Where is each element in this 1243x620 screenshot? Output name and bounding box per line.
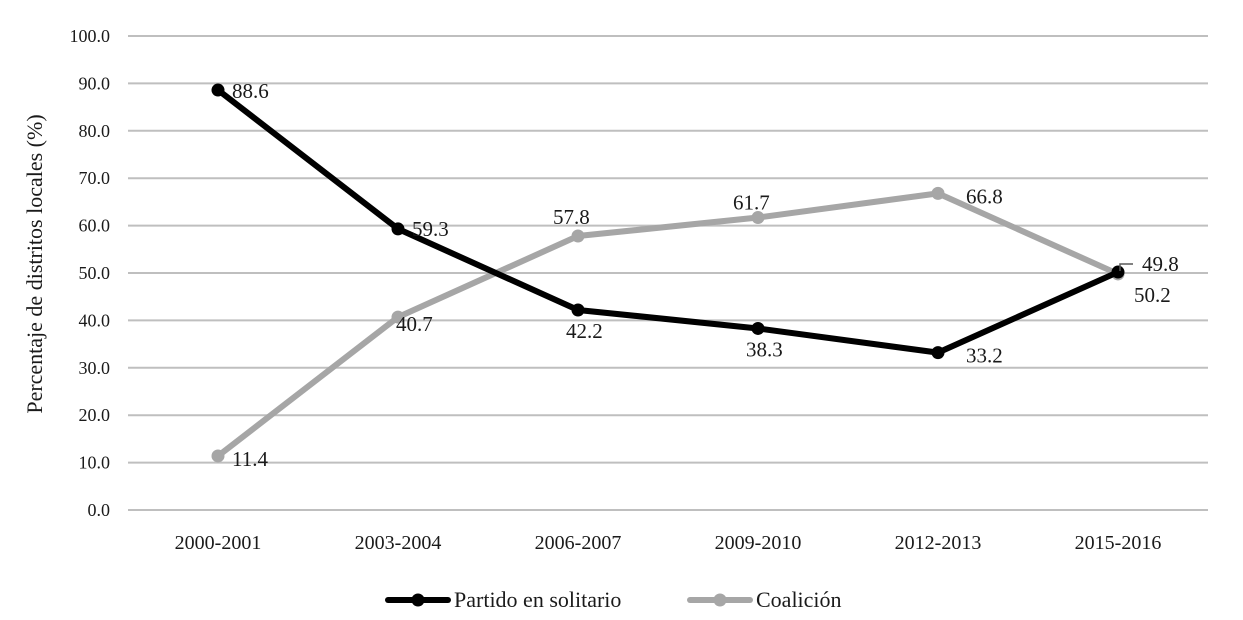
- y-tick-label: 20.0: [79, 405, 111, 425]
- data-label: 38.3: [746, 337, 783, 361]
- y-tick-label: 90.0: [79, 73, 111, 93]
- series-layer: [211, 83, 1125, 463]
- data-labels: 88.6 59.3 42.2 38.3 33.2 50.2 11.4 40.7 57.8 61.7…: [232, 79, 1179, 471]
- x-axis-ticks: 2000-2001 2003-2004 2006-2007 2009-2010 2012…: [175, 532, 1162, 554]
- data-label: 57.8: [553, 205, 590, 229]
- data-label: 59.3: [412, 217, 449, 241]
- data-point: [211, 83, 225, 97]
- data-label: 33.2: [966, 344, 1003, 368]
- data-point: [751, 211, 765, 225]
- x-tick-label: 2006-2007: [535, 532, 622, 554]
- y-tick-label: 30.0: [79, 358, 111, 378]
- data-point: [931, 346, 945, 360]
- legend-label: Coalición: [756, 587, 842, 612]
- series-line-1: [215, 190, 1121, 459]
- data-point: [751, 321, 765, 335]
- label-leader-line: [1119, 263, 1133, 271]
- data-point: [391, 222, 405, 236]
- data-label: 42.2: [566, 319, 603, 343]
- y-tick-label: 40.0: [79, 310, 111, 330]
- data-label: 40.7: [396, 312, 433, 336]
- legend: Partido en solitario Coalición: [385, 587, 842, 612]
- y-axis-ticks: 0.0 10.0 20.0 30.0 40.0 50.0 60.0 70.0 80.0 90.0 1…: [70, 26, 111, 520]
- data-label: 88.6: [232, 79, 269, 103]
- y-tick-label: 0.0: [88, 500, 111, 520]
- data-label: 61.7: [733, 191, 770, 215]
- y-tick-label: 100.0: [70, 26, 111, 46]
- x-tick-label: 2003-2004: [355, 532, 442, 554]
- y-axis-title: Percentaje de distritos locales (%): [22, 114, 47, 413]
- y-tick-label: 10.0: [79, 453, 111, 473]
- data-label: 66.8: [966, 184, 1003, 208]
- gridlines: [128, 35, 1208, 511]
- x-tick-label: 2009-2010: [715, 532, 802, 554]
- legend-swatch-marker: [411, 593, 425, 607]
- y-tick-label: 80.0: [79, 121, 111, 141]
- data-label: 11.4: [232, 447, 268, 471]
- data-point: [571, 303, 585, 317]
- y-tick-label: 60.0: [79, 216, 111, 236]
- data-label: 49.8: [1142, 252, 1179, 276]
- x-tick-label: 2000-2001: [175, 532, 262, 554]
- series-line-0: [215, 87, 1121, 356]
- x-tick-label: 2012-2013: [895, 532, 982, 554]
- data-point: [931, 186, 945, 200]
- data-point: [391, 310, 405, 324]
- x-tick-label: 2015-2016: [1075, 532, 1162, 554]
- y-tick-label: 70.0: [79, 168, 111, 188]
- data-point: [211, 449, 225, 463]
- legend-swatch-marker: [713, 593, 727, 607]
- data-point: [1111, 265, 1125, 279]
- data-label: 50.2: [1134, 283, 1171, 307]
- legend-label: Partido en solitario: [454, 587, 621, 612]
- y-tick-label: 50.0: [79, 263, 111, 283]
- data-point: [571, 229, 585, 243]
